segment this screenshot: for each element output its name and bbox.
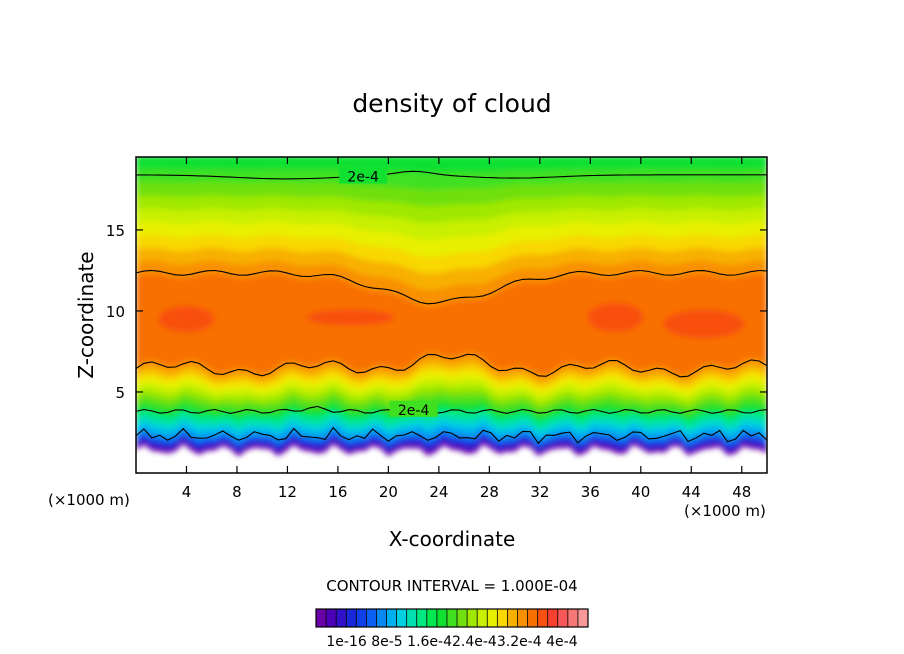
density-band (136, 431, 767, 449)
contour-label: 2e-4 (398, 403, 430, 419)
contour-label-bg (339, 167, 388, 184)
contour-label-bg (389, 400, 438, 417)
density-band (136, 246, 767, 291)
colorbar-cell (467, 609, 478, 627)
x-tick-label: 32 (530, 483, 549, 501)
x-axis: 4 8 12 16 20 24 28 32 36 40 44 48 (182, 157, 751, 501)
density-band (136, 439, 767, 457)
colorbar-cell (497, 609, 508, 627)
colorbar-cell (457, 609, 468, 627)
density-core-patch (158, 306, 215, 333)
colorbar-cell (326, 609, 337, 627)
colorbar-cell (346, 609, 357, 627)
plot-frame (135, 156, 768, 474)
contour-upper (136, 170, 767, 180)
x-tick-label: 40 (631, 483, 650, 501)
y-tick-label: 10 (106, 303, 125, 321)
colorbar-cell (507, 609, 518, 627)
colorbar-cell (336, 609, 347, 627)
density-band (136, 207, 767, 240)
colorbar-cell (446, 609, 458, 627)
x-tick-label: 8 (232, 483, 242, 501)
x-tick-label: 24 (429, 483, 448, 501)
cloud-density-field (136, 157, 767, 473)
colorbar-cell (436, 609, 448, 627)
density-band (136, 384, 767, 406)
density-band (136, 157, 767, 173)
density-band (136, 435, 767, 454)
density-band (136, 168, 767, 190)
colorbar-cell (557, 609, 569, 627)
density-band (136, 259, 767, 307)
density-core-patch (587, 302, 644, 333)
x-tick-label: 12 (278, 483, 297, 501)
colorbar-frame (315, 608, 589, 628)
y-axis-label: Z-coordinate (74, 251, 98, 378)
colorbar-cell (316, 609, 327, 627)
colorbar-cell (386, 609, 397, 627)
contour-core-bottom (136, 353, 767, 378)
y-axis: 5 10 15 (106, 222, 767, 402)
density-band (136, 401, 767, 422)
colorbar-cell (487, 609, 498, 627)
density-core-patch (663, 309, 745, 339)
colorbar-cell (406, 609, 418, 627)
y-tick-label: 15 (106, 222, 125, 240)
density-band (136, 389, 767, 412)
colorbar-cell (416, 609, 428, 627)
density-band (136, 377, 767, 401)
density-band (136, 220, 767, 257)
density-band (136, 395, 767, 417)
contour-lower (136, 405, 767, 414)
density-band (136, 272, 767, 375)
x-unit-right: (×1000 m) (684, 502, 766, 520)
colorbar-cell (396, 609, 407, 627)
x-tick-label: 16 (328, 483, 347, 501)
colorbar-cell (356, 609, 367, 627)
density-band (136, 181, 767, 207)
colorbar-cell (547, 609, 559, 627)
colorbar-cell (477, 609, 488, 627)
colorbar-cell (577, 609, 589, 627)
colorbar-cell (376, 609, 387, 627)
x-tick-label: 48 (732, 483, 751, 501)
x-tick-label: 28 (480, 483, 499, 501)
colorbar-cell (537, 609, 549, 627)
contour-interval-text: CONTOUR INTERVAL = 1.000E-04 (326, 577, 577, 595)
density-core-patch (306, 309, 395, 326)
x-tick-label: 4 (182, 483, 192, 501)
contour-label: 2e-4 (347, 169, 379, 185)
x-axis-label: X-coordinate (389, 527, 516, 551)
density-band (136, 427, 767, 445)
colorbar (315, 608, 589, 628)
chart-title: density of cloud (352, 89, 551, 118)
x-unit-left: (×1000 m) (48, 491, 130, 509)
density-band (136, 351, 767, 380)
x-tick-label: 44 (682, 483, 701, 501)
density-band (136, 364, 767, 391)
x-tick-label: 36 (581, 483, 600, 501)
colorbar-cell (517, 609, 528, 627)
contour-base (136, 426, 767, 445)
colorbar-cell (567, 609, 579, 627)
colorbar-cell (366, 609, 377, 627)
x-tick-label: 20 (379, 483, 398, 501)
colorbar-cell (426, 609, 438, 627)
colorbar-cell (527, 609, 538, 627)
density-band (136, 357, 767, 385)
density-band (136, 194, 767, 224)
density-band (136, 371, 767, 396)
colorbar-labels: 1e-16 8e-5 1.6e-42.4e-43.2e-4 4e-4 (326, 634, 577, 650)
y-tick-label: 5 (115, 384, 125, 402)
contour-core-top (136, 269, 767, 305)
